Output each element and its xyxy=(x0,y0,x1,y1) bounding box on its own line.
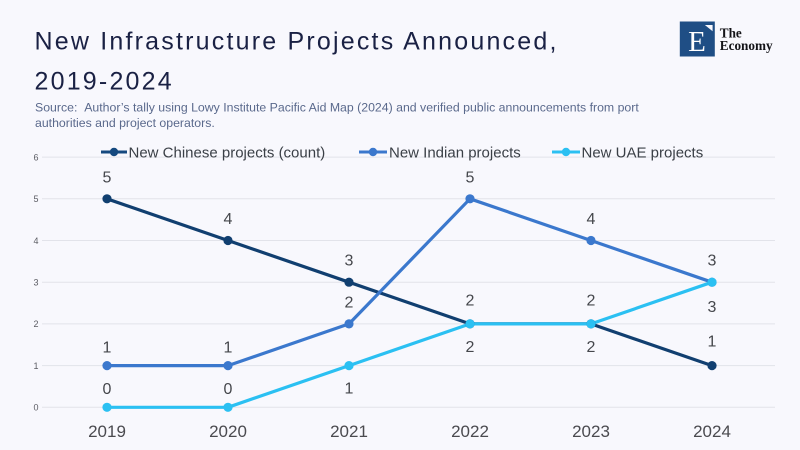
svg-text:New UAE projects: New UAE projects xyxy=(582,144,704,161)
svg-text:2020: 2020 xyxy=(209,422,247,441)
svg-text:0: 0 xyxy=(224,381,233,398)
svg-text:3: 3 xyxy=(345,253,354,270)
svg-text:New Chinese projects (count): New Chinese projects (count) xyxy=(129,144,326,161)
svg-text:6: 6 xyxy=(33,152,38,162)
svg-text:1: 1 xyxy=(345,380,354,397)
svg-text:3: 3 xyxy=(33,278,38,288)
svg-text:1: 1 xyxy=(224,339,233,356)
svg-text:Economy: Economy xyxy=(720,38,773,53)
svg-text:2: 2 xyxy=(33,319,38,329)
svg-text:4: 4 xyxy=(224,211,233,228)
svg-text:0: 0 xyxy=(103,381,112,398)
svg-text:5: 5 xyxy=(33,194,38,204)
svg-text:5: 5 xyxy=(103,169,112,186)
svg-text:The: The xyxy=(720,26,742,41)
svg-text:authorities and project operat: authorities and project operators. xyxy=(35,116,215,130)
svg-text:2019-2024: 2019-2024 xyxy=(35,68,174,96)
svg-text:4: 4 xyxy=(33,236,38,246)
svg-text:3: 3 xyxy=(708,299,717,316)
svg-text:1: 1 xyxy=(708,334,717,351)
svg-text:2023: 2023 xyxy=(572,422,610,441)
svg-text:2021: 2021 xyxy=(330,422,368,441)
svg-text:2: 2 xyxy=(466,339,475,356)
svg-text:2: 2 xyxy=(587,293,596,310)
svg-text:2022: 2022 xyxy=(451,422,489,441)
svg-text:5: 5 xyxy=(466,169,475,186)
svg-text:New Indian projects: New Indian projects xyxy=(389,144,521,161)
svg-text:1: 1 xyxy=(33,361,38,371)
svg-text:0: 0 xyxy=(33,403,38,413)
svg-text:1: 1 xyxy=(103,339,112,356)
svg-text:4: 4 xyxy=(587,211,596,228)
svg-text:2024: 2024 xyxy=(693,422,731,441)
svg-text:2: 2 xyxy=(345,294,354,311)
svg-text:2: 2 xyxy=(587,339,596,356)
svg-text:Source: Author’s tally using: Source: Author’s tally using Lowy Instit… xyxy=(35,101,639,115)
svg-text:2: 2 xyxy=(466,293,475,310)
svg-text:2019: 2019 xyxy=(88,422,126,441)
svg-text:New Infrastructure Projects An: New Infrastructure Projects Announced, xyxy=(35,27,559,55)
svg-text:3: 3 xyxy=(708,253,717,270)
svg-text:E: E xyxy=(688,26,706,58)
